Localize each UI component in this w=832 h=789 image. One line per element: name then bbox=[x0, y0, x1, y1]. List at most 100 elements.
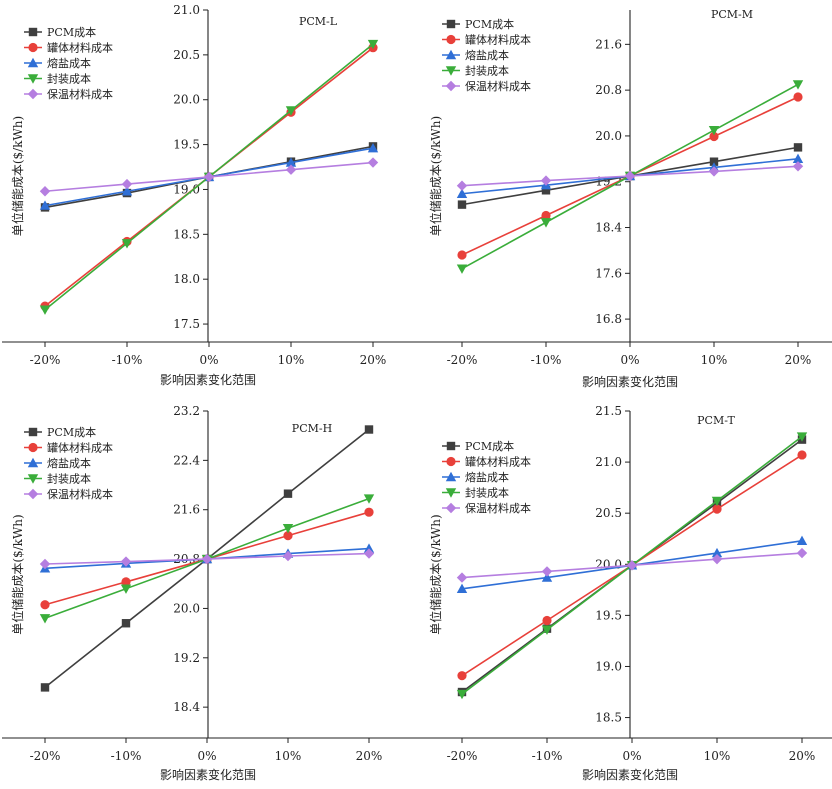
data-point bbox=[796, 535, 808, 545]
data-point bbox=[456, 180, 468, 191]
y-axis-label: 单位储能成本($/kWh) bbox=[428, 116, 443, 236]
data-point bbox=[797, 450, 807, 460]
y-tick-label: 18.5 bbox=[173, 227, 200, 241]
legend-entry: PCM成本 bbox=[47, 25, 96, 39]
y-tick-label: 19.2 bbox=[173, 651, 200, 665]
data-point bbox=[283, 531, 293, 541]
legend-marker bbox=[445, 488, 457, 498]
data-point bbox=[793, 92, 803, 102]
legend-marker bbox=[445, 471, 457, 482]
legend-marker bbox=[28, 42, 38, 53]
y-tick-label: 17.5 bbox=[173, 317, 200, 331]
data-point bbox=[40, 600, 50, 610]
data-point bbox=[456, 188, 468, 198]
data-point bbox=[709, 157, 719, 166]
data-point bbox=[39, 558, 51, 570]
series-4 bbox=[456, 161, 804, 191]
data-point bbox=[121, 178, 133, 190]
y-tick-label: 22.4 bbox=[173, 453, 200, 467]
x-tick-label: -10% bbox=[531, 353, 562, 367]
legend-marker bbox=[445, 66, 457, 76]
y-tick-label: 16.8 bbox=[595, 312, 622, 326]
legend-entry: 熔盐成本 bbox=[465, 48, 509, 62]
y-tick-label: 19.0 bbox=[595, 659, 622, 673]
chart-title: PCM-L bbox=[299, 15, 338, 28]
y-tick-label: 21.6 bbox=[595, 37, 622, 51]
data-point bbox=[203, 171, 215, 183]
legend-entry: 封装成本 bbox=[47, 72, 91, 86]
data-point bbox=[39, 186, 51, 197]
data-point bbox=[624, 170, 636, 182]
chart-panel-pcm-m: -20% -10% 0% 10% 20%16.817.618.419.220.020.8… bbox=[418, 8, 832, 389]
x-tick-label: 20% bbox=[789, 749, 816, 763]
data-point bbox=[796, 547, 808, 559]
legend-marker bbox=[445, 502, 457, 514]
y-tick-label: 21.5 bbox=[595, 404, 622, 418]
y-tick-label: 21.0 bbox=[173, 3, 200, 17]
x-tick-label: -20% bbox=[30, 353, 61, 367]
data-point bbox=[456, 583, 468, 594]
data-point bbox=[120, 584, 132, 594]
data-point bbox=[796, 432, 808, 442]
data-point bbox=[121, 619, 131, 628]
series-4 bbox=[456, 547, 808, 583]
series-4 bbox=[39, 548, 375, 570]
data-point bbox=[542, 615, 552, 626]
data-point bbox=[283, 489, 293, 498]
x-tick-label: -20% bbox=[30, 749, 61, 763]
data-point bbox=[363, 494, 375, 504]
legend-entry: 保温材料成本 bbox=[465, 501, 531, 515]
legend-marker bbox=[27, 488, 39, 500]
x-tick-label: 0% bbox=[199, 353, 218, 367]
legend-entry: 熔盐成本 bbox=[47, 456, 91, 470]
y-tick-label: 21.0 bbox=[595, 455, 622, 469]
chart-panel-pcm-h: -20% -10% 0% 10% 20%18.419.220.020.821.622.4… bbox=[2, 404, 419, 782]
data-point bbox=[39, 614, 51, 624]
data-point bbox=[540, 175, 552, 186]
legend-entry: 熔盐成本 bbox=[47, 56, 91, 70]
legend-entry: 熔盐成本 bbox=[465, 470, 509, 484]
y-tick-label: 19.0 bbox=[173, 182, 200, 196]
data-point bbox=[367, 157, 379, 168]
data-point bbox=[541, 210, 551, 221]
data-point bbox=[709, 131, 719, 142]
y-axis-label: 单位储能成本($/kWh) bbox=[428, 514, 443, 634]
data-point bbox=[121, 239, 133, 249]
y-tick-label: 20.8 bbox=[595, 83, 622, 97]
data-point bbox=[457, 250, 467, 260]
y-axis-label: 单位储能成本($/kWh) bbox=[10, 514, 25, 634]
y-tick-label: 17.6 bbox=[595, 266, 622, 280]
data-point bbox=[364, 425, 374, 434]
data-point bbox=[541, 572, 553, 582]
chart-title: PCM-M bbox=[711, 8, 753, 21]
x-tick-label: 20% bbox=[356, 749, 383, 763]
data-point bbox=[456, 689, 468, 700]
x-tick-label: 0% bbox=[197, 749, 216, 763]
data-point bbox=[708, 126, 720, 136]
x-axis-label: 影响因素变化范围 bbox=[160, 767, 256, 782]
legend-entry: 罐体材料成本 bbox=[47, 441, 113, 455]
legend-entry: 罐体材料成本 bbox=[465, 33, 531, 47]
data-point bbox=[120, 556, 132, 567]
x-tick-label: 0% bbox=[622, 749, 641, 763]
legend-marker bbox=[27, 74, 39, 84]
x-axis-label: 影响因素变化范围 bbox=[582, 767, 678, 782]
x-tick-label: -20% bbox=[447, 749, 478, 763]
data-point bbox=[456, 264, 468, 274]
legend-marker bbox=[27, 57, 39, 68]
legend-entry: PCM成本 bbox=[47, 425, 96, 439]
legend-marker bbox=[446, 441, 456, 451]
data-point bbox=[711, 553, 723, 565]
x-tick-label: 10% bbox=[704, 749, 731, 763]
legend-marker bbox=[27, 457, 39, 468]
data-point bbox=[363, 548, 375, 559]
data-point bbox=[39, 200, 51, 210]
legend-marker bbox=[446, 456, 456, 467]
legend-marker bbox=[445, 49, 457, 60]
legend-entry: PCM成本 bbox=[465, 439, 514, 453]
y-tick-label: 21.6 bbox=[173, 503, 200, 517]
data-point bbox=[792, 80, 804, 90]
